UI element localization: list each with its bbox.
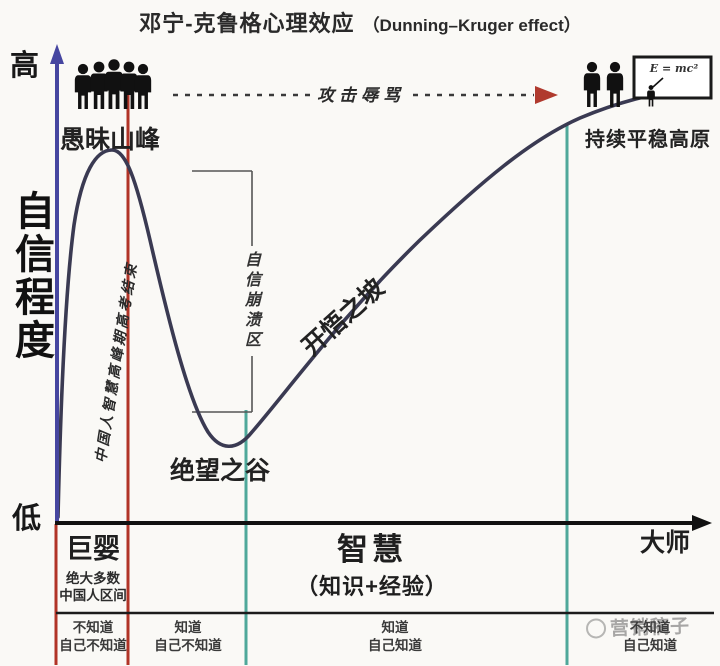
stage-cell-2: 知道 自己不知道 [154, 620, 222, 653]
emc2-formula: E = mc² [649, 62, 699, 75]
students-icon [583, 61, 624, 107]
x-segment-giant-baby-label: 巨婴 [66, 534, 120, 564]
plateau-of-sustainability-label: 持续平稳高原 [585, 129, 711, 151]
title-english: （Dunning–Kruger effect） [362, 16, 581, 35]
x-axis [55, 515, 712, 531]
majority-interval-label: 绝大多数 中国人区间 [48, 570, 138, 604]
majority-line2: 中国人区间 [59, 588, 127, 603]
majority-line1: 绝大多数 [66, 571, 120, 586]
crowd-icon [74, 59, 152, 110]
valley-of-despair-label: 绝望之谷 [170, 457, 271, 485]
title-chinese: 邓宁-克鲁格心理效应 [139, 11, 355, 36]
right-arrow-icon [692, 515, 712, 531]
peak-of-ignorance-label: 愚昧山峰 [60, 126, 161, 154]
confidence-collapse-zone-label: 自信崩溃区 [239, 246, 263, 356]
stage-cell-4: 不知道 自己知道 [623, 620, 677, 653]
dunning-kruger-curve [56, 84, 709, 519]
up-arrow-icon [50, 44, 64, 64]
y-axis-high-label: 高 [10, 50, 40, 82]
stage-cell-3: 知道 自己知道 [368, 620, 422, 653]
attack-arrow-label: 攻击辱骂 [314, 81, 408, 106]
blackboard-icon [632, 55, 713, 107]
y-axis-title: 自信程度 [9, 190, 53, 362]
x-axis-wisdom-label: 智慧 [337, 532, 407, 567]
x-axis-master-label: 大师 [640, 529, 691, 557]
page-title: 邓宁-克鲁格心理效应 （Dunning–Kruger effect） [0, 6, 720, 38]
stage-cell-1: 不知道 自己不知道 [59, 620, 127, 653]
x-axis-wisdom-sub-label: （知识+经验） [296, 574, 448, 599]
y-axis [50, 44, 64, 523]
y-axis-low-label: 低 [12, 503, 42, 535]
